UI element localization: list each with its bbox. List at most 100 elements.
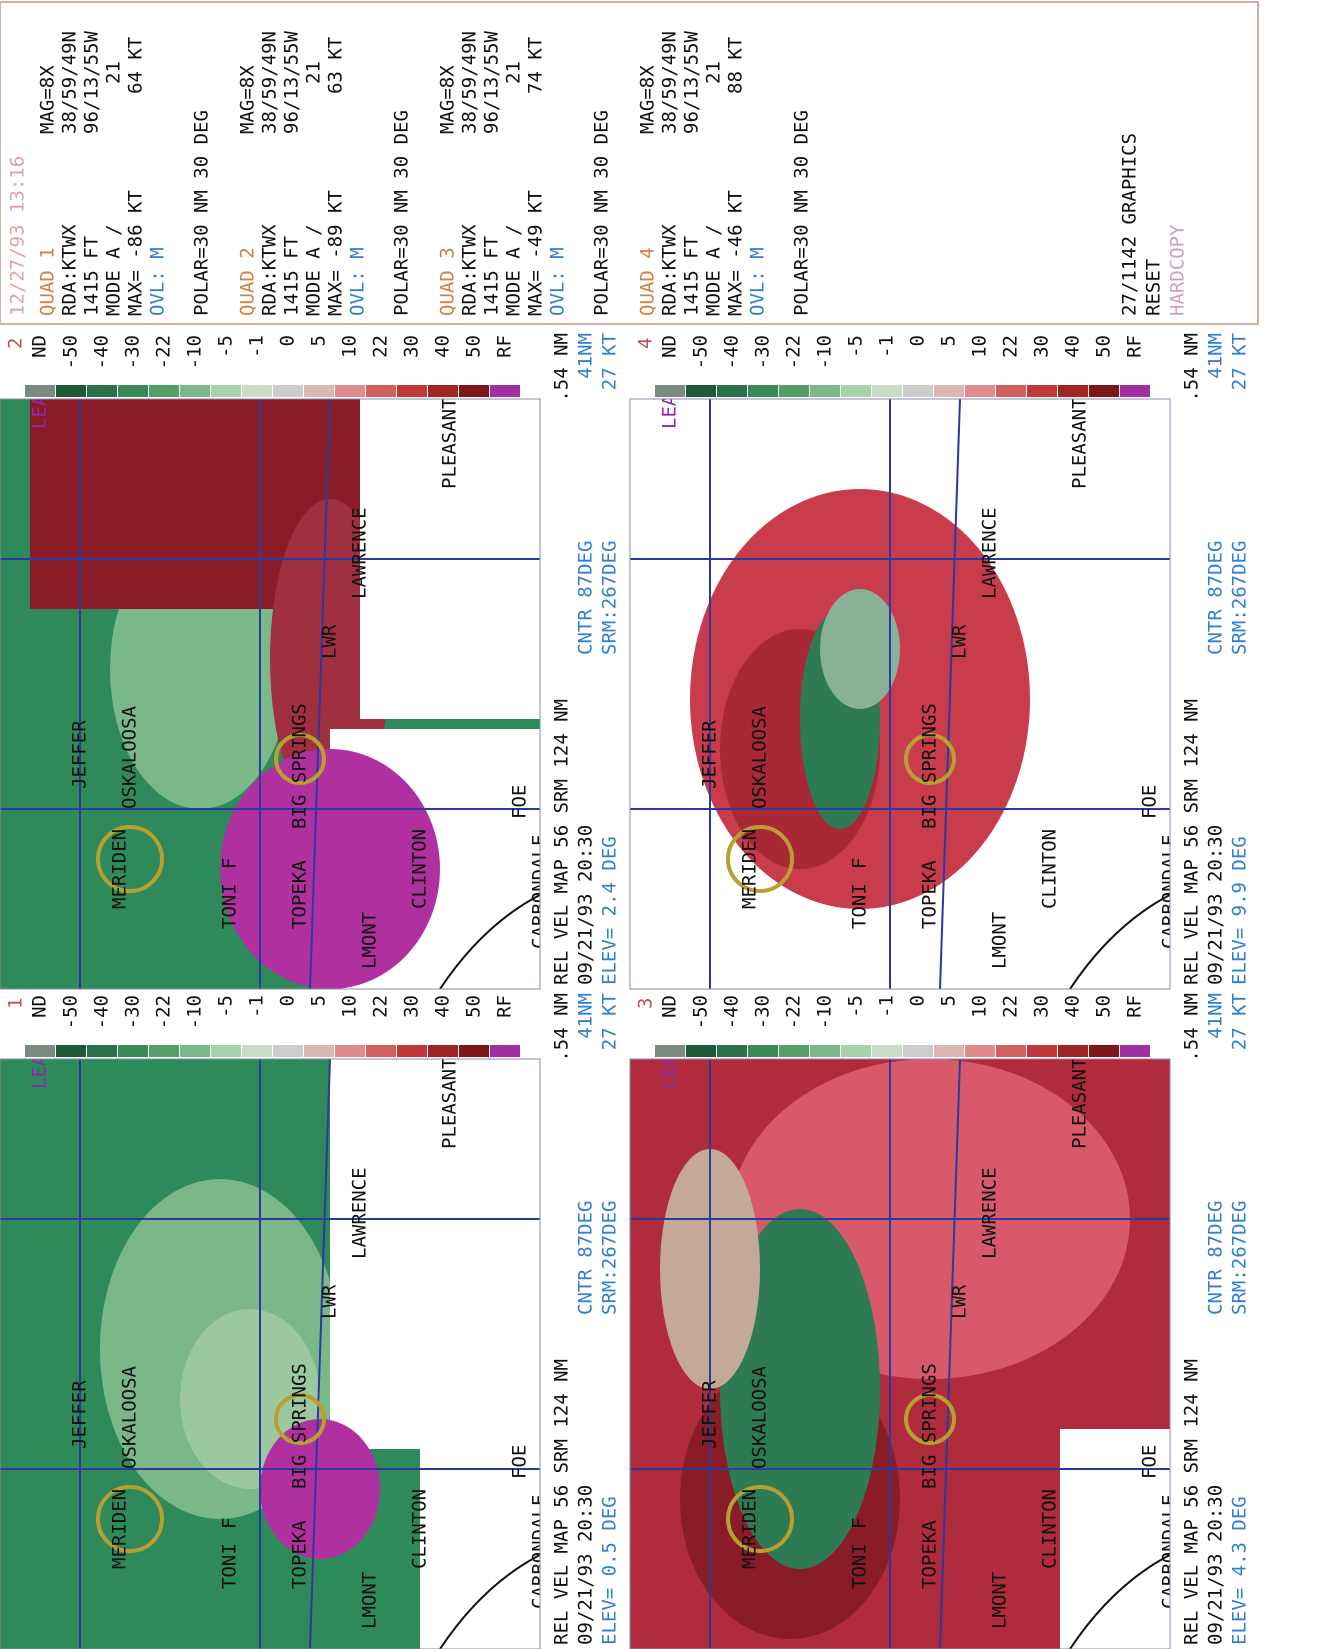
- legend-label: -10: [814, 335, 836, 369]
- city-label: MERIDEN: [739, 829, 761, 909]
- legend-label: -30: [122, 335, 144, 369]
- product-text: .54 NM: [551, 993, 573, 1062]
- info-footer: 27/1142 GRAPHICS: [1119, 133, 1141, 316]
- legend-label: 40: [432, 995, 454, 1018]
- legend-swatch: [1089, 1045, 1119, 1057]
- legend-swatch: [118, 1045, 148, 1057]
- info-text: QUAD 3: [437, 247, 459, 316]
- info-text: QUAD 4: [637, 247, 659, 316]
- legend-label: 10: [969, 995, 991, 1018]
- product-text: 27 KT: [1229, 993, 1251, 1050]
- product-text: ELEV= 0.5 DEG: [599, 1496, 621, 1645]
- product-text: SRM:267DEG: [1229, 1201, 1251, 1315]
- legend-swatch: [397, 1045, 427, 1057]
- info-text: MODE A /: [503, 224, 525, 316]
- legend-swatch: [1120, 385, 1150, 397]
- city-label: TONI: [849, 883, 871, 929]
- legend-swatch: [655, 385, 685, 397]
- product-text: SRM:267DEG: [1229, 541, 1251, 655]
- city-label: LMONT: [359, 912, 381, 969]
- page: {"timestamp":"12/27/93 13:16", "panels":…: [0, 0, 1325, 1649]
- legend-swatch: [242, 1045, 272, 1057]
- info-text: 1415 FT: [281, 236, 303, 316]
- info-text: 38/59/49N: [259, 31, 281, 134]
- legend-label: ND: [29, 335, 51, 358]
- legend-swatch: [748, 1045, 778, 1057]
- city-label: FOE: [509, 785, 531, 819]
- info-text: POLAR=30 NM 30 DEG: [391, 110, 413, 316]
- legend-label: 10: [339, 335, 361, 358]
- city-label: OSKALOOSA: [119, 1365, 141, 1469]
- city-label: TOPEKA: [919, 860, 941, 929]
- product-text: ELEV= 9.9 DEG: [1229, 836, 1251, 985]
- legend-swatch: [490, 385, 520, 397]
- legend-label: 30: [1031, 995, 1053, 1018]
- city-label: JEFFER: [69, 720, 91, 789]
- radar-display: LEAJEFFEROSKALOOSAMERIDENTONITOPEKABIG S…: [0, 0, 1325, 1649]
- legend-swatch: [118, 385, 148, 397]
- legend-label: -1: [246, 995, 268, 1018]
- product-text: REL VEL MAP 56 SRM 124 NM: [551, 699, 573, 985]
- city-label: TOPEKA: [919, 1520, 941, 1589]
- product-text: 09/21/93 20:30: [1205, 1485, 1227, 1645]
- legend-label: RF: [1124, 995, 1146, 1018]
- legend-label: RF: [494, 995, 516, 1018]
- legend-swatch: [56, 385, 86, 397]
- city-label: PLEASANT GRO: [1069, 1012, 1091, 1149]
- legend-swatch: [996, 385, 1026, 397]
- legend-swatch: [366, 385, 396, 397]
- legend-swatch: [397, 385, 427, 397]
- legend-swatch: [25, 1045, 55, 1057]
- city-label: F: [219, 858, 241, 869]
- legend-label: ND: [659, 995, 681, 1018]
- info-text: MAX= -46 KT: [725, 190, 747, 316]
- legend-swatch: [779, 1045, 809, 1057]
- legend-label: -1: [876, 995, 898, 1018]
- product-text: 41NM: [575, 993, 597, 1039]
- legend-swatch: [996, 1045, 1026, 1057]
- city-label: LAWRENCE: [349, 507, 371, 599]
- legend-swatch: [841, 1045, 871, 1057]
- legend-swatch: [459, 385, 489, 397]
- legend-swatch: [180, 1045, 210, 1057]
- legend-label: -50: [60, 335, 82, 369]
- info-text: RDA:KTWX: [459, 224, 481, 316]
- info-text: 96/13/55W: [81, 30, 103, 134]
- legend-label: 0: [907, 995, 929, 1006]
- legend-label: 5: [938, 995, 960, 1006]
- city-label: LAWRENCE: [979, 1167, 1001, 1259]
- info-text: 96/13/55W: [681, 30, 703, 134]
- product-text: ELEV= 2.4 DEG: [599, 836, 621, 985]
- legend-label: 30: [401, 335, 423, 358]
- info-text: OVL: M: [347, 247, 369, 316]
- legend-label: -30: [122, 995, 144, 1029]
- legend-label: -50: [690, 995, 712, 1029]
- info-text: 21: [503, 61, 525, 84]
- info-border: [0, 2, 1258, 324]
- product-text: REL VEL MAP 56 SRM 124 NM: [551, 1359, 573, 1645]
- legend-swatch: [304, 1045, 334, 1057]
- legend-swatch: [1058, 385, 1088, 397]
- echo-region: [820, 589, 900, 709]
- info-text: 1415 FT: [81, 236, 103, 316]
- info-footer: HARDCOPY: [1167, 224, 1189, 316]
- legend-swatch: [459, 1045, 489, 1057]
- legend-label: -40: [91, 995, 113, 1029]
- legend-label: -30: [752, 995, 774, 1029]
- city-label: LWR: [319, 1284, 341, 1319]
- quadrant-number: 4: [635, 338, 657, 349]
- info-text: 38/59/49N: [459, 31, 481, 134]
- legend-label: 50: [1093, 995, 1115, 1018]
- city-label: JEFFER: [69, 1380, 91, 1449]
- product-text: 09/21/93 20:30: [1205, 825, 1227, 985]
- city-label: OSKALOOSA: [749, 1365, 771, 1469]
- legend-swatch: [903, 385, 933, 397]
- city-label: BIG SPRINGS: [289, 1363, 311, 1489]
- product-text: 09/21/93 20:30: [575, 1485, 597, 1645]
- legend-swatch: [149, 385, 179, 397]
- city-label: F: [849, 1518, 871, 1529]
- echo-region: [420, 1449, 540, 1649]
- info-text: MAX= -86 KT: [125, 190, 147, 316]
- legend-label: ND: [659, 335, 681, 358]
- timestamp: 12/27/93 13:16: [7, 156, 29, 316]
